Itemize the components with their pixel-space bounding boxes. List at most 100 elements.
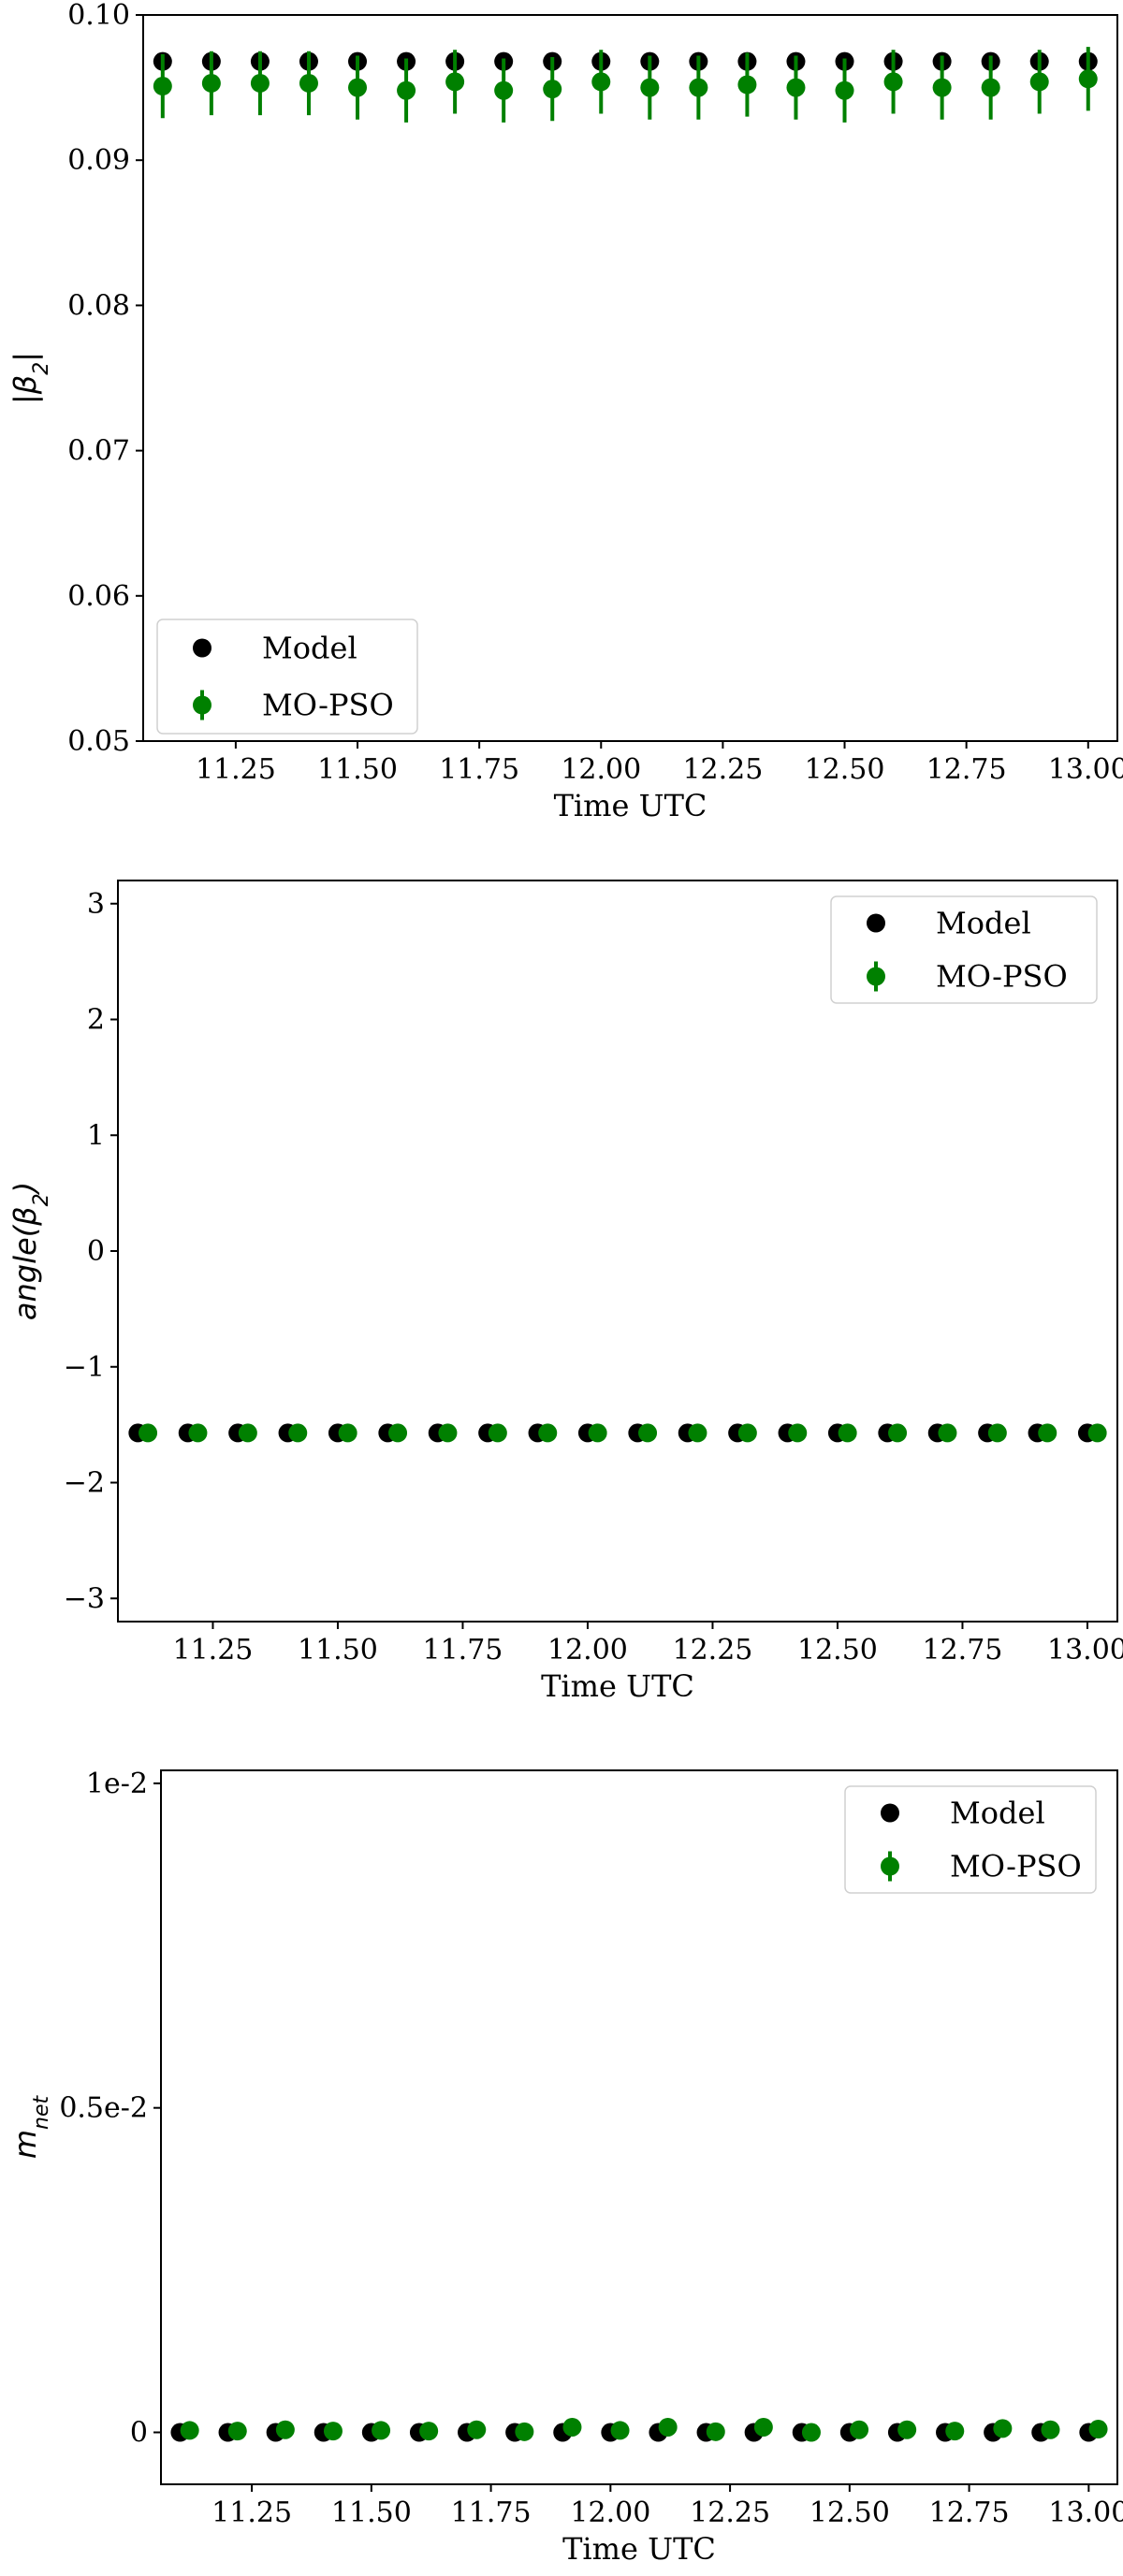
legend: Model MO-PSO <box>830 895 1098 1004</box>
mo-pso-point <box>850 2420 869 2439</box>
y-axis-label-subscript: net <box>30 2094 53 2129</box>
mo-pso-point <box>538 1423 558 1443</box>
legend-marker <box>881 1856 899 1876</box>
mo-pso-point <box>786 78 806 97</box>
mo-pso-point <box>201 73 221 93</box>
y-axis-label: |β2| <box>7 352 53 404</box>
y-tick-label: 0.07 <box>67 435 130 468</box>
mo-pso-point <box>467 2420 487 2439</box>
y-tick-label: 0.06 <box>67 580 130 613</box>
x-tick-label: 11.75 <box>451 2496 532 2529</box>
legend-label: MO-PSO <box>936 959 1068 995</box>
x-tick-label: 11.25 <box>196 753 276 786</box>
mo-pso-point <box>323 2422 343 2441</box>
legend-marker <box>193 638 211 658</box>
mo-pso-point <box>1038 1423 1057 1443</box>
mo-pso-point <box>658 2417 678 2437</box>
mo-pso-point <box>397 80 416 100</box>
y-axis-label-main: angle(β <box>7 1206 43 1320</box>
mo-pso-point <box>981 78 1000 97</box>
mo-pso-point <box>638 1423 658 1443</box>
legend-box <box>156 619 418 735</box>
model-series <box>153 51 1098 71</box>
x-tick-label: 12.75 <box>923 1634 1003 1666</box>
y-axis-label-main: m <box>7 2130 43 2159</box>
x-tick-label: 12.25 <box>690 2496 770 2529</box>
mo-pso-point <box>288 1423 308 1443</box>
legend-marker <box>867 913 885 933</box>
mo-pso-point <box>987 1423 1007 1443</box>
mo-pso-point <box>610 2421 630 2440</box>
y-tick-label: −3 <box>64 1582 105 1615</box>
mo-pso-point <box>419 2422 439 2441</box>
mo-pso-point <box>388 1423 408 1443</box>
legend-label: MO-PSO <box>262 688 394 723</box>
mo-pso-point <box>445 72 465 92</box>
mo-pso-point <box>689 78 708 97</box>
legend-marker <box>867 967 885 986</box>
x-tick-label: 12.50 <box>809 2496 890 2529</box>
x-tick-label: 12.00 <box>570 2496 650 2529</box>
x-tick-label: 13.00 <box>1048 2496 1123 2529</box>
x-tick-label: 12.00 <box>561 753 641 786</box>
x-tick-label: 13.00 <box>1047 1634 1123 1666</box>
y-tick-label: 0 <box>130 2417 148 2450</box>
mo-pso-point <box>801 2423 821 2442</box>
mo-pso-point <box>688 1423 707 1443</box>
x-tick-label: 12.25 <box>682 753 763 786</box>
x-tick-label: 12.50 <box>797 1634 878 1666</box>
mo-pso-point <box>993 2419 1013 2438</box>
mo-pso-point <box>753 2417 773 2437</box>
y-tick-label: 2 <box>87 1004 105 1037</box>
y-tick-label: 0 <box>87 1235 105 1268</box>
legend-label: MO-PSO <box>950 1849 1082 1885</box>
plot-frame <box>160 1769 1118 2485</box>
legend-box <box>830 895 1098 1004</box>
y-axis-label-subscript: 2 <box>30 1193 53 1206</box>
mo-pso-point <box>1087 1423 1107 1443</box>
x-axis-label: Time UTC <box>554 788 707 823</box>
mo-pso-point <box>488 1423 507 1443</box>
mo-pso-point <box>932 78 952 97</box>
mo-pso-point <box>706 2422 725 2441</box>
mo-pso-point <box>835 80 854 100</box>
mo-pso-point <box>737 75 757 95</box>
mo-pso-point <box>591 72 611 92</box>
y-axis-label: angle(β2) <box>7 1182 53 1320</box>
mo-pso-point <box>938 1423 957 1443</box>
x-tick-label: 11.25 <box>211 2496 292 2529</box>
legend: Model MO-PSO <box>156 619 418 735</box>
y-tick-label: 1e-2 <box>86 1768 148 1800</box>
legend: Model MO-PSO <box>844 1785 1097 1894</box>
x-tick-label: 11.25 <box>173 1634 254 1666</box>
x-tick-label: 11.50 <box>331 2496 412 2529</box>
mo-pso-point <box>588 1423 607 1443</box>
x-axis-label: Time UTC <box>541 1668 694 1704</box>
mo-pso-point <box>737 1423 757 1443</box>
mo-pso-point <box>1029 72 1049 92</box>
y-tick-label: 0.10 <box>67 0 130 32</box>
mo-pso-point <box>883 72 903 92</box>
x-tick-label: 11.75 <box>439 753 519 786</box>
mo-pso-point <box>788 1423 808 1443</box>
legend-label: Model <box>262 631 357 666</box>
mo-pso-point <box>299 73 318 93</box>
y-axis-label: mnet <box>7 2094 53 2159</box>
mo-pso-point <box>562 2417 582 2437</box>
y-tick-label: −2 <box>64 1467 105 1500</box>
legend-label: Model <box>950 1796 1045 1831</box>
mo-pso-point <box>372 2421 391 2440</box>
x-axis-label: Time UTC <box>562 2531 716 2567</box>
mo-pso-point <box>515 2422 534 2441</box>
y-tick-label: 0.5e-2 <box>59 2092 148 2125</box>
mo-pso-series <box>180 2417 1108 2442</box>
mo-pso-point <box>897 2420 917 2439</box>
x-tick-label: 12.75 <box>929 2496 1010 2529</box>
legend-marker <box>881 1803 899 1823</box>
mo-pso-series <box>153 47 1098 123</box>
mo-pso-point <box>139 1423 158 1443</box>
mo-pso-point <box>438 1423 458 1443</box>
mo-pso-point <box>348 78 368 97</box>
legend-box <box>844 1785 1097 1894</box>
